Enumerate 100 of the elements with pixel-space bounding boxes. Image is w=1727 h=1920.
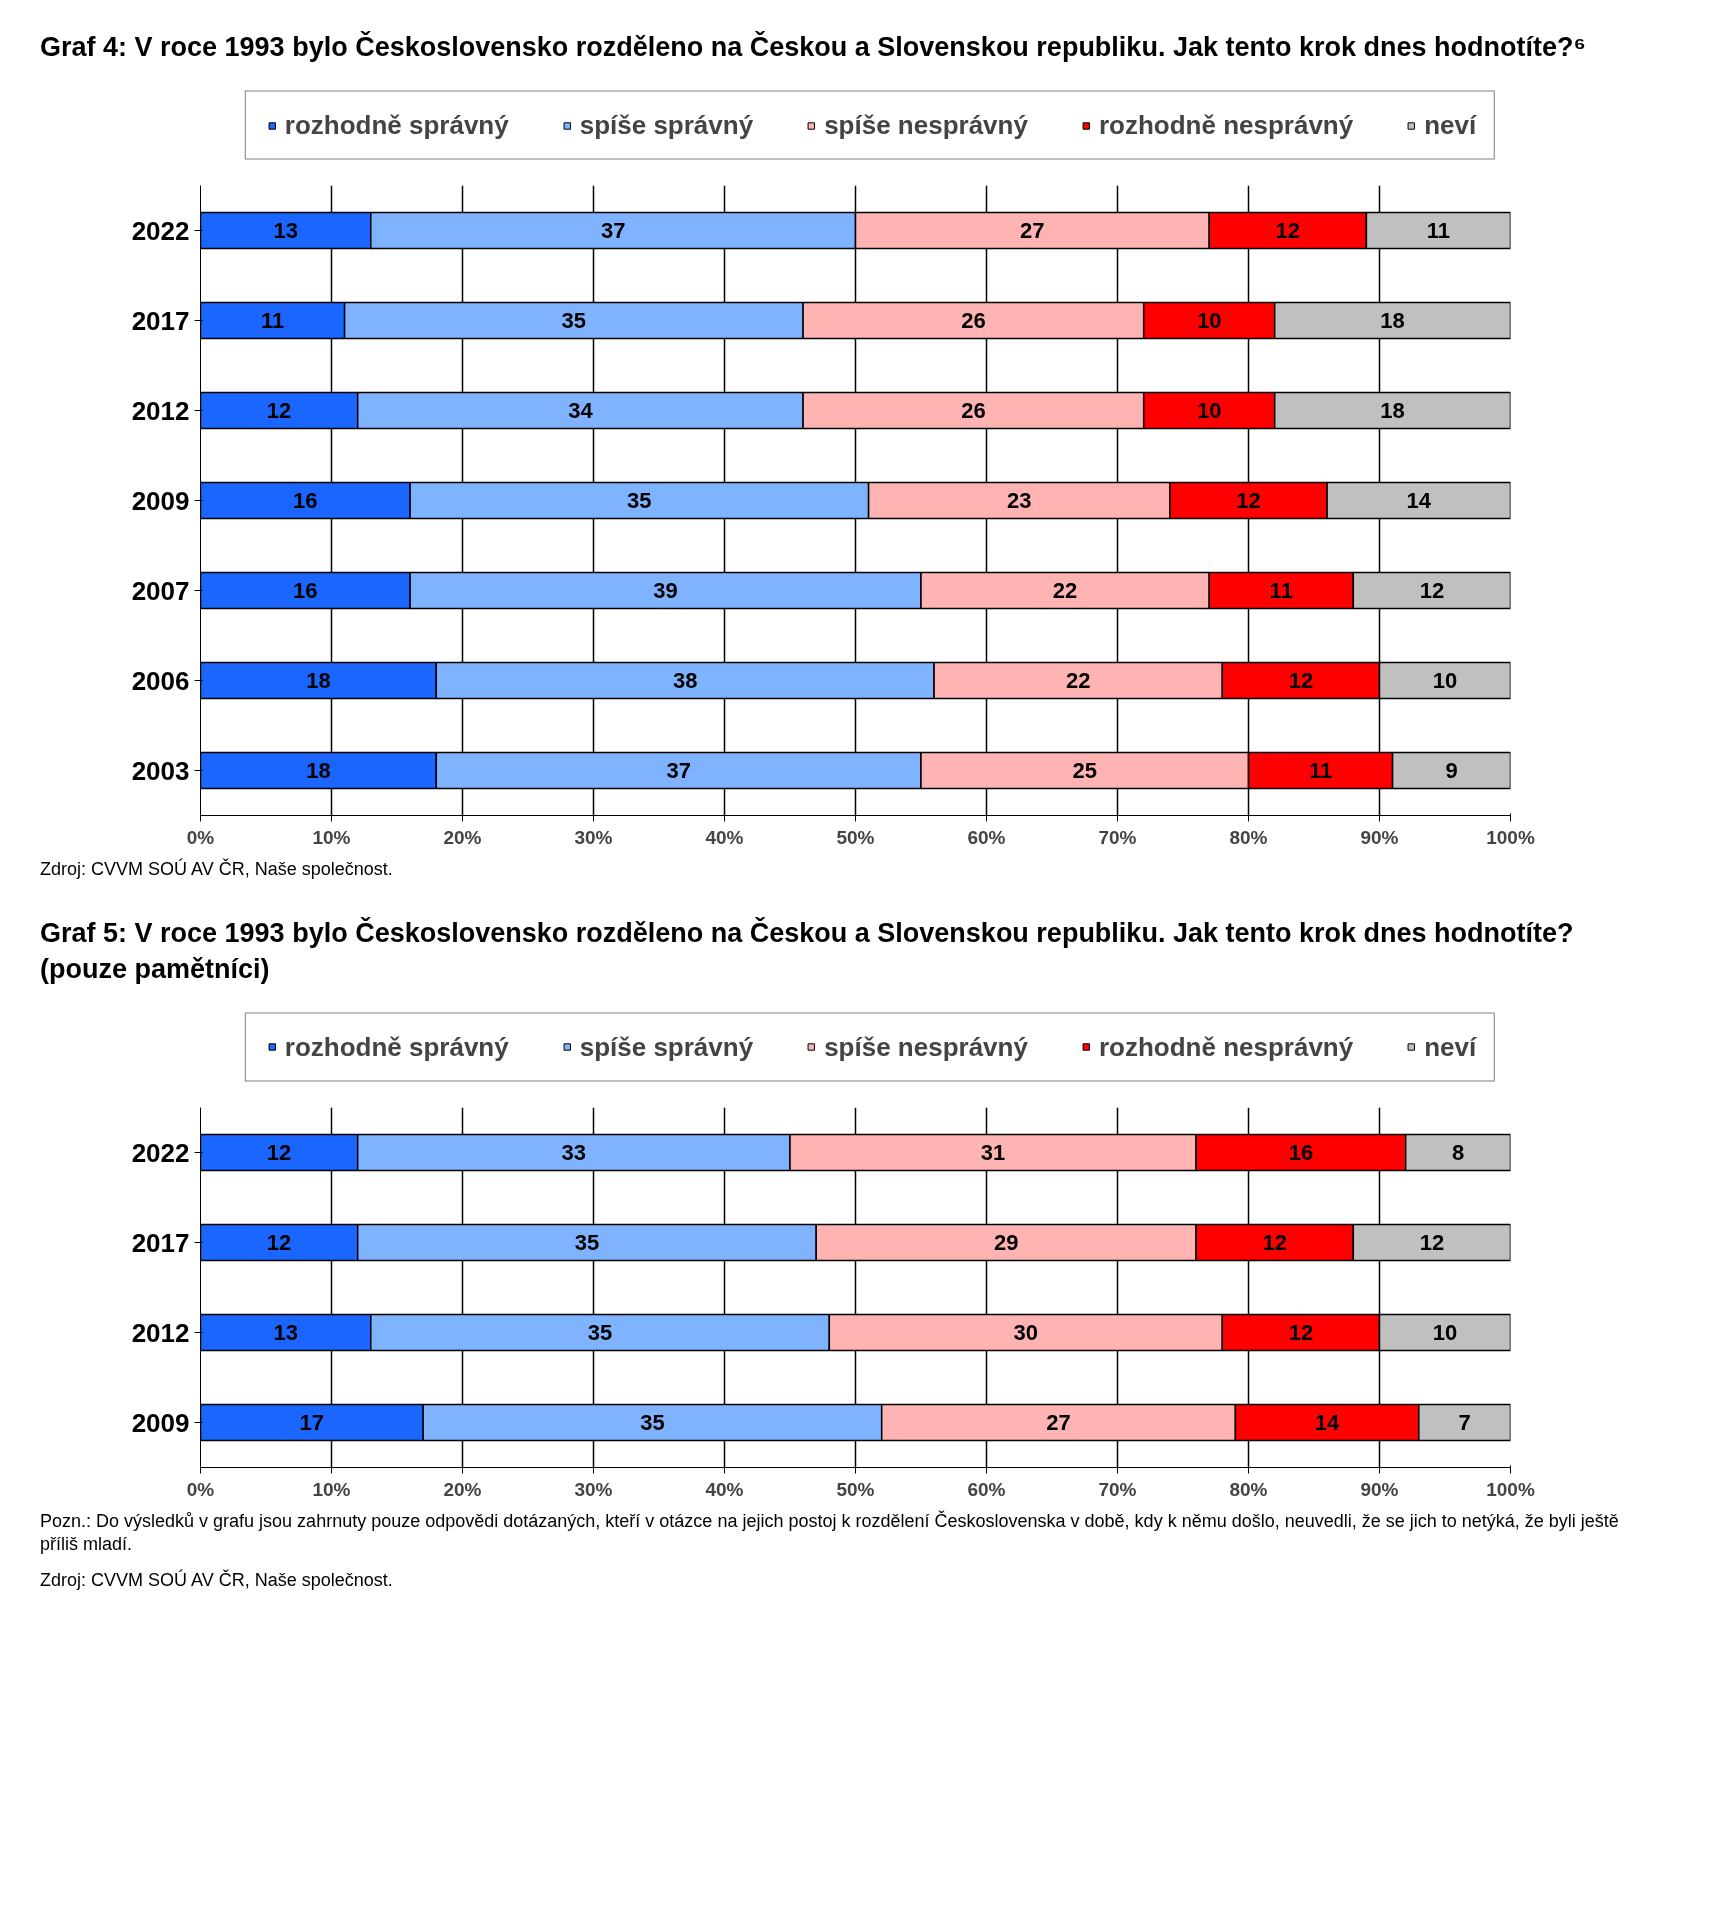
data-label: 13: [273, 218, 298, 244]
data-label: 39: [653, 578, 678, 604]
data-label: 12: [1236, 488, 1261, 514]
y-tick-label: 2012: [131, 1317, 190, 1348]
data-label: 38: [672, 668, 698, 694]
data-label: 12: [1419, 1229, 1445, 1255]
legend-label: neví: [1424, 1031, 1477, 1063]
data-label: 33: [561, 1139, 587, 1165]
x-tick-label: 80%: [1229, 826, 1268, 848]
data-label: 35: [640, 1409, 665, 1435]
data-label: 7: [1458, 1409, 1471, 1435]
data-label: 31: [980, 1139, 1006, 1165]
y-tick-label: 2003: [131, 755, 190, 786]
data-label: 23: [1007, 488, 1032, 514]
data-label: 12: [266, 1139, 292, 1165]
x-tick-label: 70%: [1098, 826, 1137, 848]
data-label: 8: [1451, 1139, 1465, 1165]
data-label: 18: [306, 668, 331, 694]
x-tick-label: 40%: [705, 1478, 744, 1500]
data-label: 26: [961, 398, 986, 424]
legend-label: rozhodně správný: [284, 1031, 509, 1063]
x-tick-label: 30%: [574, 826, 613, 848]
data-label: 35: [561, 308, 587, 334]
chart-title: Graf 5: V roce 1993 bylo Československo rozděleno na Českou a Slovenskou republiku. Jak tento krok dnes hodnotíte? (pouze pamětníci): [40, 916, 1575, 986]
data-label: 22: [1065, 668, 1091, 694]
data-label: 12: [1419, 578, 1445, 604]
y-tick-label: 2009: [131, 485, 190, 516]
legend-label: neví: [1424, 109, 1477, 141]
data-label: 18: [1380, 398, 1405, 424]
data-label: 13: [273, 1319, 298, 1345]
data-label: 18: [306, 758, 331, 784]
data-label: 12: [1262, 1229, 1287, 1255]
data-label: 14: [1314, 1409, 1341, 1435]
x-tick-label: 70%: [1098, 1478, 1137, 1500]
data-label: 26: [961, 308, 986, 334]
data-label: 12: [1275, 218, 1301, 244]
data-label: 30: [1013, 1319, 1039, 1345]
data-label: 11: [260, 308, 285, 334]
data-label: 18: [1380, 308, 1405, 334]
x-tick-label: 80%: [1229, 1478, 1268, 1500]
data-label: 35: [574, 1229, 600, 1255]
x-tick-label: 100%: [1486, 1478, 1535, 1500]
x-tick-label: 20%: [443, 826, 482, 848]
x-tick-label: 40%: [705, 826, 744, 848]
data-label: 10: [1432, 1319, 1458, 1345]
x-tick-label: 10%: [312, 826, 351, 848]
data-label: 35: [587, 1319, 613, 1345]
data-label: 35: [627, 488, 652, 514]
x-tick-label: 90%: [1360, 826, 1399, 848]
y-tick-label: 2009: [131, 1407, 190, 1438]
y-tick-label: 2012: [131, 395, 190, 426]
data-label: 16: [1288, 1139, 1314, 1165]
x-tick-label: 60%: [967, 1478, 1006, 1500]
x-tick-label: 0%: [186, 1478, 215, 1500]
legend-label: spíše správný: [579, 1031, 754, 1063]
text: Zdroj: CVVM SOÚ AV ČR, Naše společnost.: [40, 1569, 393, 1593]
data-label: 25: [1072, 758, 1097, 784]
data-label: 11: [1269, 578, 1293, 604]
legend-label: spíše nesprávný: [824, 1031, 1028, 1063]
data-label: 16: [293, 578, 318, 604]
legend-label: rozhodně nesprávný: [1098, 1031, 1354, 1063]
data-label: 29: [993, 1229, 1019, 1255]
data-label: 17: [299, 1409, 325, 1435]
data-label: 12: [1288, 668, 1314, 694]
data-label: 37: [600, 218, 626, 244]
legend-label: rozhodně nesprávný: [1098, 109, 1354, 141]
data-label: 9: [1445, 758, 1458, 784]
y-tick-label: 2022: [131, 1137, 190, 1168]
x-tick-label: 0%: [186, 826, 215, 848]
y-tick-label: 2017: [131, 1227, 190, 1258]
x-tick-label: 20%: [443, 1478, 482, 1500]
data-label: 16: [293, 488, 318, 514]
x-tick-label: 100%: [1486, 826, 1535, 848]
x-tick-label: 60%: [967, 826, 1006, 848]
y-tick-label: 2006: [131, 665, 190, 696]
data-label: 10: [1432, 668, 1458, 694]
x-tick-label: 50%: [836, 1478, 875, 1500]
data-label: 27: [1046, 1409, 1071, 1435]
data-label: 27: [1020, 218, 1045, 244]
data-label: 10: [1196, 308, 1222, 334]
data-label: 14: [1406, 488, 1432, 514]
data-label: 22: [1052, 578, 1078, 604]
legend-label: rozhodně správný: [284, 109, 509, 141]
data-label: 10: [1196, 398, 1222, 424]
data-label: 12: [266, 1229, 292, 1255]
text: Pozn.: Do výsledků v grafu jsou zahrnuty pouze odpovědi dotázaných, kteří v otázce na jejich postoj k rozdělení Československa v době, kdy k němu došlo, neuvedli, že se jich to netýká, že byli ještě příliš mladí.: [40, 1509, 1620, 1557]
x-tick-label: 30%: [574, 1478, 613, 1500]
legend-label: spíše správný: [579, 109, 754, 141]
x-tick-label: 50%: [836, 826, 875, 848]
x-tick-label: 90%: [1360, 1478, 1399, 1500]
data-label: 12: [1288, 1319, 1314, 1345]
text: Zdroj: CVVM SOÚ AV ČR, Naše společnost.: [40, 858, 393, 882]
y-tick-label: 2017: [131, 305, 190, 336]
y-tick-label: 2022: [131, 215, 190, 246]
legend-label: spíše nesprávný: [824, 109, 1028, 141]
chart-title: Graf 4: V roce 1993 bylo Československo rozděleno na Českou a Slovenskou republiku. Jak tento krok dnes hodnotíte?⁶: [40, 30, 1586, 64]
data-label: 34: [568, 398, 594, 424]
data-label: 37: [666, 758, 691, 784]
data-label: 11: [1308, 758, 1333, 784]
x-tick-label: 10%: [312, 1478, 351, 1500]
